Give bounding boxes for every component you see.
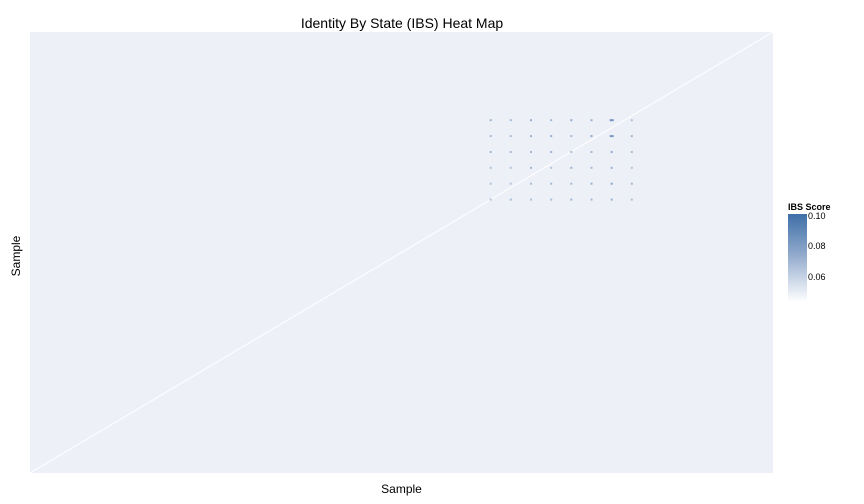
heatmap-cell (610, 166, 613, 169)
heatmap-cell (550, 166, 553, 169)
heatmap-cell (530, 135, 532, 138)
legend-title: IBS Score (788, 202, 831, 212)
heatmap-cell (630, 119, 633, 122)
heatmap-svg (30, 32, 773, 473)
legend-tick-label: 0.08 (808, 241, 826, 251)
heatmap-panel (30, 32, 773, 473)
heatmap-cell (609, 119, 614, 122)
heatmap-cell (590, 198, 593, 201)
heatmap-cell (610, 198, 613, 201)
heatmap-cell (489, 166, 492, 169)
heatmap-cell (489, 119, 492, 122)
heatmap-cell (590, 135, 593, 138)
heatmap-cell (509, 135, 512, 138)
heatmap-cell (489, 151, 492, 153)
heatmap-cell (530, 166, 532, 169)
heatmap-cell (630, 151, 633, 153)
heatmap-cell (590, 182, 593, 185)
x-axis-label: Sample (381, 482, 422, 496)
heatmap-cell (509, 119, 512, 122)
heatmap-cell (570, 151, 573, 153)
color-legend: IBS Score 0.10 0.08 0.06 (787, 202, 857, 312)
heatmap-cell (570, 182, 573, 185)
heatmap-cell (610, 151, 613, 153)
heatmap-cell (550, 135, 553, 138)
legend-tick-label: 0.06 (808, 272, 826, 282)
heatmap-cell (509, 151, 512, 153)
heatmap-cell (530, 182, 532, 185)
heatmap-cell (550, 119, 553, 122)
heatmap-cell (630, 166, 633, 169)
heatmap-cell (530, 198, 532, 201)
heatmap-cell (509, 166, 512, 169)
heatmap-cell (570, 135, 573, 138)
heatmap-cell (610, 182, 613, 185)
legend-tick-label: 0.10 (808, 211, 826, 221)
heatmap-cell (570, 198, 573, 201)
chart-title: Identity By State (IBS) Heat Map (300, 15, 504, 31)
heatmap-cell (550, 198, 553, 201)
heatmap-cell (630, 198, 633, 201)
heatmap-cell (530, 119, 532, 122)
heatmap-cell (630, 135, 633, 138)
heatmap-cell (550, 182, 553, 185)
heatmap-cell (609, 135, 614, 138)
heatmap-cell (530, 151, 532, 153)
heatmap-cell (489, 135, 492, 138)
heatmap-cell (570, 119, 573, 122)
heatmap-cell (590, 151, 593, 153)
heatmap-cell (590, 119, 593, 122)
heatmap-cell (630, 182, 633, 185)
heatmap-cell (509, 182, 512, 185)
heatmap-diagonal (30, 32, 773, 473)
heatmap-cell (509, 198, 512, 201)
y-axis-label: Sample (9, 235, 23, 277)
legend-color-bar (788, 214, 807, 302)
heatmap-cell (590, 166, 593, 169)
heatmap-cell (570, 166, 573, 169)
heatmap-cell (489, 198, 492, 201)
heatmap-cell (489, 182, 492, 185)
heatmap-cell (550, 151, 553, 153)
